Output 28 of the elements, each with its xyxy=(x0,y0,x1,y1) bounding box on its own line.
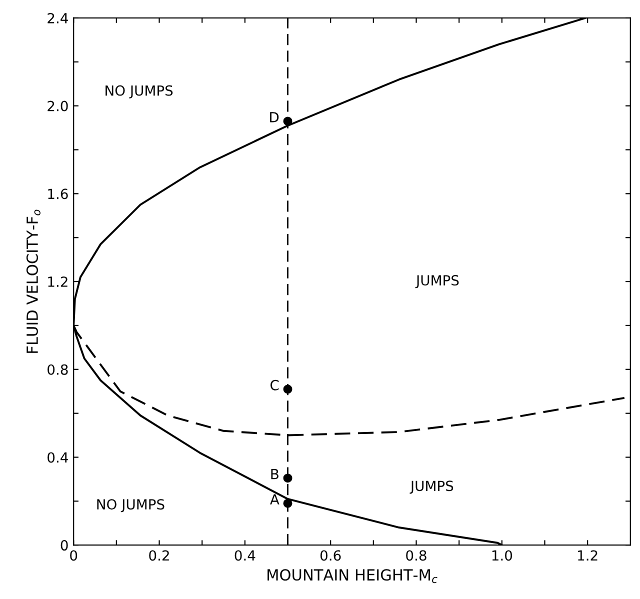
point xyxy=(283,384,292,394)
point xyxy=(283,116,292,126)
y-axis-title: FLUID VELOCITY-F$_{o}$ xyxy=(26,210,40,353)
annotation: JUMPS xyxy=(415,275,459,288)
annotation: JUMPS xyxy=(410,480,454,494)
x-tick-label: 1.0 xyxy=(492,550,512,561)
x-tick-label: 0.2 xyxy=(149,550,169,561)
point xyxy=(283,498,292,508)
point xyxy=(283,474,292,483)
y-tick-label: 2.4 xyxy=(48,12,68,24)
annotation: C xyxy=(270,380,279,390)
x-tick-label: 0.8 xyxy=(406,550,426,561)
x-tick-label: 0.4 xyxy=(234,550,256,561)
y-tick-label: 0.4 xyxy=(48,452,68,463)
x-tick-label: 0 xyxy=(70,550,78,561)
x-tick-label: 1.2 xyxy=(578,550,598,561)
annotation: D xyxy=(270,112,279,122)
y-tick-label: 1.6 xyxy=(48,188,68,200)
annotation: B xyxy=(271,469,278,480)
annotation: NO JUMPS xyxy=(106,85,173,98)
annotation: A xyxy=(270,494,280,504)
x-axis-title: MOUNTAIN HEIGHT-M$_{c}$ xyxy=(268,569,438,584)
y-tick-label: 0.8 xyxy=(48,364,68,375)
y-tick-label: 0 xyxy=(60,540,68,551)
y-tick-label: 1.2 xyxy=(48,276,68,287)
x-tick-label: 0.6 xyxy=(320,550,341,561)
annotation: NO JUMPS xyxy=(97,499,164,512)
y-tick-label: 2.0 xyxy=(48,100,68,112)
